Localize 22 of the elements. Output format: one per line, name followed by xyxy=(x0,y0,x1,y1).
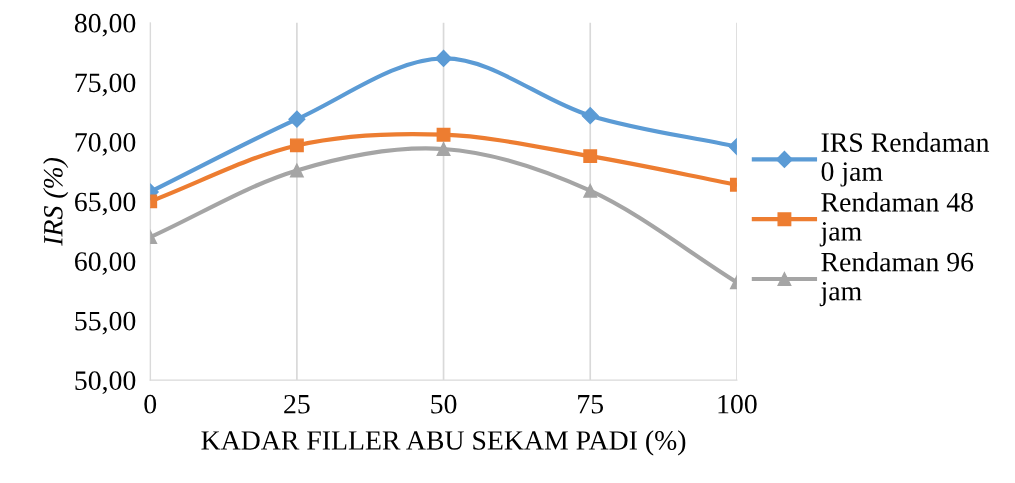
point xyxy=(581,107,599,125)
y-tick-label: 80,00 xyxy=(74,13,136,37)
y-axis-title: IRS (%) xyxy=(43,157,69,246)
y-tick-label: 75,00 xyxy=(75,73,136,97)
x-tick-label: 75 xyxy=(578,395,604,414)
point xyxy=(288,110,306,128)
legend-label: IRS Rendaman 0 jam xyxy=(821,132,990,187)
x-tick-label: 100 xyxy=(718,394,757,414)
y-tick-label: 65,00 xyxy=(75,192,136,216)
x-tick-label: 0 xyxy=(144,394,157,414)
y-tick-label: 55,00 xyxy=(75,311,136,335)
y-tick-label: 70,00 xyxy=(75,133,136,156)
x-tick-label: 50 xyxy=(431,394,457,414)
legend-label: Rendaman 48 jam xyxy=(819,192,973,247)
point xyxy=(435,49,453,67)
x-axis-title: KADAR FILLER ABU SEKAM PADI (%) xyxy=(201,430,686,456)
point xyxy=(436,127,451,142)
y-tick-label: 60,00 xyxy=(75,252,136,275)
legend-label: Rendaman 96 jam xyxy=(819,251,974,307)
x-tick-label: 25 xyxy=(284,394,310,414)
point xyxy=(436,142,451,156)
y-tick-label: 50,00 xyxy=(75,371,136,395)
